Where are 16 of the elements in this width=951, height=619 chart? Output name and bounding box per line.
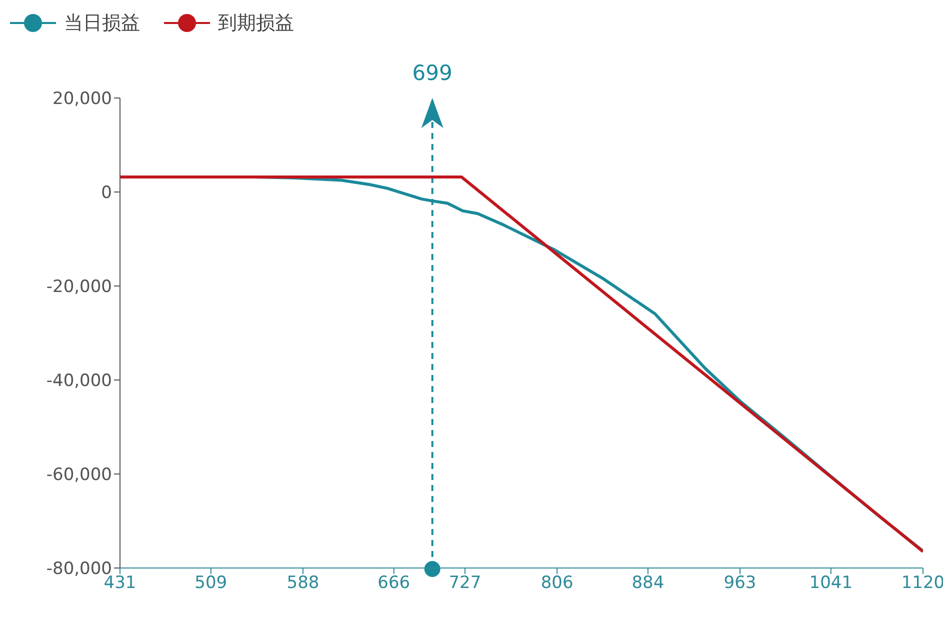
x-tick-label: 588 bbox=[286, 573, 320, 594]
y-tick-label: 20,000 bbox=[52, 89, 112, 110]
y-tick-label: -20,000 bbox=[46, 277, 112, 298]
x-tick-label: 509 bbox=[194, 573, 228, 594]
x-tick-label: 963 bbox=[724, 573, 756, 594]
y-tick-label: -60,000 bbox=[46, 465, 112, 486]
x-tick-label: 666 bbox=[378, 573, 410, 594]
x-tick-label: 806 bbox=[540, 573, 574, 594]
y-tick-label: 0 bbox=[101, 183, 112, 204]
y-tick-label: -40,000 bbox=[46, 371, 112, 392]
x-tick-label: 884 bbox=[632, 573, 664, 594]
legend-label: 当日损益 bbox=[64, 11, 140, 36]
legend-label: 到期损益 bbox=[218, 11, 294, 36]
x-tick-label: 727 bbox=[448, 573, 482, 594]
ref-line-label: 699 bbox=[412, 61, 452, 85]
x-tick-label: 1041 bbox=[809, 573, 853, 594]
